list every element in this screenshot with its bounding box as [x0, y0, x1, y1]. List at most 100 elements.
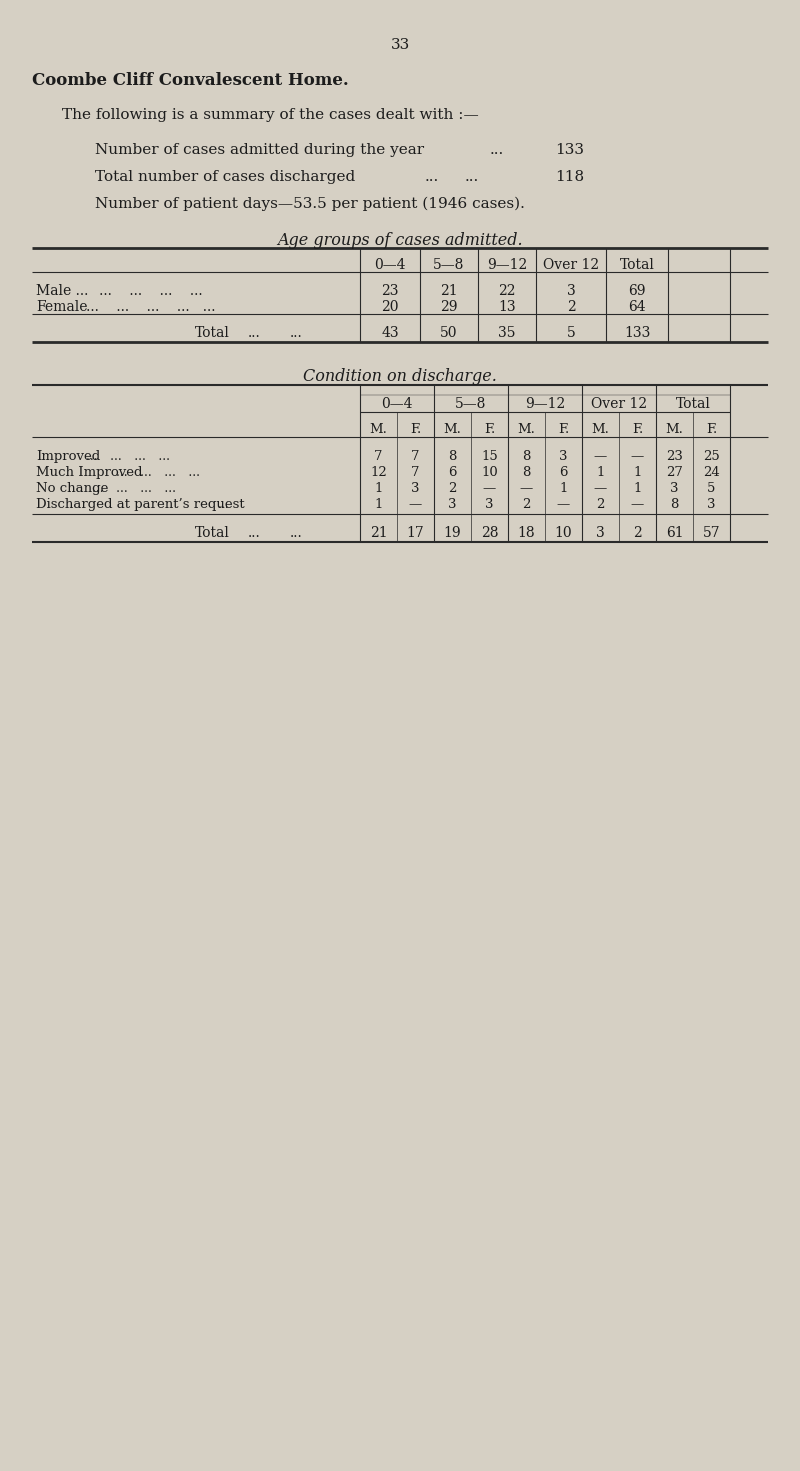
Text: 3: 3: [448, 499, 457, 510]
Text: 1: 1: [596, 466, 605, 480]
Text: 23: 23: [666, 450, 683, 463]
Text: 25: 25: [703, 450, 720, 463]
Text: 19: 19: [444, 527, 462, 540]
Text: ...: ...: [218, 499, 230, 510]
Text: 3: 3: [596, 527, 605, 540]
Text: 10: 10: [481, 466, 498, 480]
Text: 6: 6: [448, 466, 457, 480]
Text: 2: 2: [596, 499, 605, 510]
Text: F.: F.: [558, 424, 569, 435]
Text: 1: 1: [559, 482, 568, 496]
Text: 5—8: 5—8: [434, 257, 465, 272]
Text: ... ... ... ...: ... ... ... ...: [116, 466, 200, 480]
Text: 1: 1: [374, 499, 382, 510]
Text: 7: 7: [374, 450, 382, 463]
Text: Female: Female: [36, 300, 87, 313]
Text: —: —: [520, 482, 533, 496]
Text: ... ... ... ...: ... ... ... ...: [86, 450, 170, 463]
Text: 28: 28: [481, 527, 498, 540]
Text: Improved: Improved: [36, 450, 100, 463]
Text: ...: ...: [248, 327, 261, 340]
Text: 15: 15: [481, 450, 498, 463]
Text: —: —: [483, 482, 496, 496]
Text: Over 12: Over 12: [591, 397, 647, 410]
Text: 5: 5: [707, 482, 716, 496]
Text: 64: 64: [628, 300, 646, 313]
Text: Total: Total: [619, 257, 654, 272]
Text: ...: ...: [290, 327, 302, 340]
Text: M.: M.: [443, 424, 462, 435]
Text: Total number of cases discharged: Total number of cases discharged: [95, 171, 355, 184]
Text: 18: 18: [518, 527, 535, 540]
Text: Over 12: Over 12: [543, 257, 599, 272]
Text: Much Improved: Much Improved: [36, 466, 142, 480]
Text: ...: ...: [248, 527, 261, 540]
Text: 9—12: 9—12: [487, 257, 527, 272]
Text: 2: 2: [566, 300, 575, 313]
Text: 10: 10: [554, 527, 572, 540]
Text: ... ... ... ...: ... ... ... ...: [92, 482, 176, 496]
Text: M.: M.: [518, 424, 535, 435]
Text: 21: 21: [370, 527, 387, 540]
Text: Number of patient days—53.5 per patient (1946 cases).: Number of patient days—53.5 per patient …: [95, 197, 525, 212]
Text: F.: F.: [484, 424, 495, 435]
Text: Coombe Cliff Convalescent Home.: Coombe Cliff Convalescent Home.: [32, 72, 349, 90]
Text: The following is a summary of the cases dealt with :—: The following is a summary of the cases …: [62, 107, 478, 122]
Text: 3: 3: [411, 482, 420, 496]
Text: No change: No change: [36, 482, 108, 496]
Text: —: —: [594, 450, 607, 463]
Text: 23: 23: [382, 284, 398, 299]
Text: —: —: [631, 450, 644, 463]
Text: Total: Total: [195, 527, 230, 540]
Text: 133: 133: [555, 143, 584, 157]
Text: 8: 8: [522, 466, 530, 480]
Text: F.: F.: [410, 424, 421, 435]
Text: ...: ...: [465, 171, 479, 184]
Text: ...: ...: [290, 527, 302, 540]
Text: 1: 1: [634, 482, 642, 496]
Text: 13: 13: [498, 300, 516, 313]
Text: Total: Total: [675, 397, 710, 410]
Text: —: —: [594, 482, 607, 496]
Text: 50: 50: [440, 327, 458, 340]
Text: 21: 21: [440, 284, 458, 299]
Text: 24: 24: [703, 466, 720, 480]
Text: Age groups of cases admitted.: Age groups of cases admitted.: [277, 232, 523, 249]
Text: 1: 1: [374, 482, 382, 496]
Text: 61: 61: [666, 527, 683, 540]
Text: 29: 29: [440, 300, 458, 313]
Text: M.: M.: [591, 424, 610, 435]
Text: 9—12: 9—12: [525, 397, 565, 410]
Text: Number of cases admitted during the year: Number of cases admitted during the year: [95, 143, 424, 157]
Text: 17: 17: [406, 527, 424, 540]
Text: 3: 3: [566, 284, 575, 299]
Text: 1: 1: [634, 466, 642, 480]
Text: —: —: [557, 499, 570, 510]
Text: 7: 7: [411, 450, 420, 463]
Text: 22: 22: [498, 284, 516, 299]
Text: M.: M.: [370, 424, 387, 435]
Text: 57: 57: [702, 527, 720, 540]
Text: 2: 2: [522, 499, 530, 510]
Text: 43: 43: [381, 327, 399, 340]
Text: 7: 7: [411, 466, 420, 480]
Text: 5: 5: [566, 327, 575, 340]
Text: 8: 8: [448, 450, 457, 463]
Text: 8: 8: [670, 499, 678, 510]
Text: ...: ...: [490, 143, 504, 157]
Text: 27: 27: [666, 466, 683, 480]
Text: 133: 133: [624, 327, 650, 340]
Text: 33: 33: [390, 38, 410, 51]
Text: —: —: [409, 499, 422, 510]
Text: M.: M.: [666, 424, 683, 435]
Text: 12: 12: [370, 466, 387, 480]
Text: F.: F.: [706, 424, 717, 435]
Text: ...    ...    ...    ...   ...: ... ... ... ... ...: [74, 300, 216, 313]
Text: 0—4: 0—4: [374, 257, 406, 272]
Text: 3: 3: [559, 450, 568, 463]
Text: —: —: [631, 499, 644, 510]
Text: 3: 3: [486, 499, 494, 510]
Text: 69: 69: [628, 284, 646, 299]
Text: 35: 35: [498, 327, 516, 340]
Text: Total: Total: [195, 327, 230, 340]
